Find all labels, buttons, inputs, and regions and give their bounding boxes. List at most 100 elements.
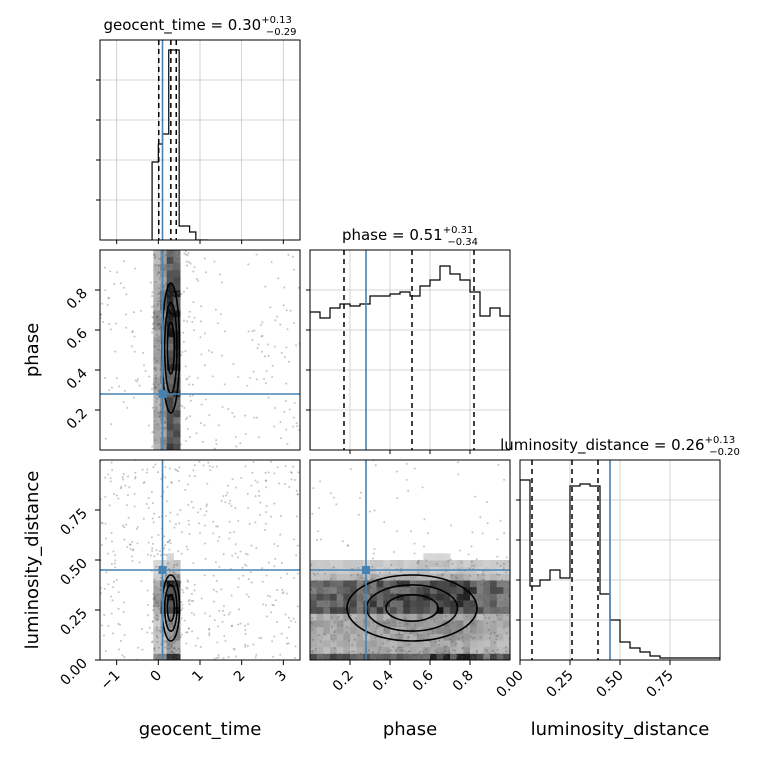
density-cell [403, 600, 411, 608]
truth-marker [158, 566, 167, 574]
density-cell [160, 350, 168, 358]
sample-point [186, 631, 189, 634]
density-cell [153, 593, 161, 601]
density-cell [483, 600, 491, 608]
sample-point [177, 291, 180, 294]
sample-point [155, 618, 158, 621]
sample-point [441, 573, 444, 576]
density-cell [316, 633, 324, 641]
sample-point [247, 263, 250, 266]
sample-point [215, 657, 218, 660]
density-cell [160, 270, 168, 278]
density-cell [436, 560, 444, 568]
density-cell [430, 653, 438, 660]
sample-point [188, 436, 191, 439]
y-tick-label: 0.8 [64, 286, 91, 313]
sample-point [496, 609, 499, 612]
sample-point [168, 375, 171, 378]
density-cell [153, 416, 161, 424]
density-cell [403, 593, 411, 601]
sample-point [279, 323, 282, 326]
sample-point [388, 571, 391, 574]
sample-point [177, 440, 180, 443]
density-cell [450, 593, 458, 601]
x-tick-label: 3 [273, 668, 291, 686]
sample-point [156, 322, 159, 325]
sample-point [151, 640, 154, 643]
sample-point [189, 399, 192, 402]
sample-point [456, 595, 459, 598]
sample-point [168, 280, 171, 283]
sample-point [415, 598, 418, 601]
sample-point [153, 322, 156, 325]
sample-point [357, 566, 360, 569]
density-cell [456, 640, 464, 648]
sample-point [407, 489, 410, 492]
sample-point [126, 406, 129, 409]
density-cell [403, 653, 411, 660]
sample-point [323, 572, 326, 575]
sample-point [332, 585, 335, 588]
sample-point [212, 600, 215, 603]
sample-point [289, 620, 292, 623]
sample-point [286, 328, 289, 331]
sample-point [176, 408, 179, 411]
density-cell [503, 613, 510, 621]
sample-point [286, 572, 289, 575]
sample-point [393, 578, 396, 581]
sample-point [348, 590, 351, 593]
sample-point [176, 563, 179, 566]
sample-point [212, 588, 215, 591]
sample-point [413, 634, 416, 637]
sample-point [151, 315, 154, 318]
sample-point [478, 580, 481, 583]
sample-point [264, 471, 267, 474]
sample-point [371, 577, 374, 580]
density-cell [160, 443, 168, 450]
sample-point [280, 351, 283, 354]
density-cell [463, 600, 471, 608]
sample-point [153, 390, 156, 393]
sample-point [454, 576, 457, 579]
sample-point [156, 304, 159, 307]
density-cell [160, 330, 168, 338]
density-cell [476, 573, 484, 581]
scatter-points [310, 460, 510, 660]
sample-point [229, 531, 232, 534]
sample-point [171, 603, 174, 606]
sample-point [481, 579, 484, 582]
sample-point [156, 629, 159, 632]
sample-point [265, 574, 268, 577]
density-cell [376, 626, 384, 634]
sample-point [443, 654, 446, 657]
density-cell [423, 633, 431, 641]
sample-point [178, 579, 181, 582]
sample-point [431, 591, 434, 594]
sample-point [475, 651, 478, 654]
sample-point [183, 252, 186, 255]
density-cell [436, 553, 444, 561]
sample-point [160, 554, 163, 557]
density-cell [343, 620, 351, 628]
sample-point [283, 356, 286, 359]
sample-point [297, 286, 300, 289]
sample-point [177, 582, 180, 585]
density-cell [423, 613, 431, 621]
sample-point [341, 607, 344, 610]
sample-point [185, 264, 188, 267]
sample-point [382, 642, 385, 645]
density-cell [160, 416, 168, 424]
density-cell [416, 573, 424, 581]
sample-point [203, 364, 206, 367]
sample-point [171, 352, 174, 355]
density-cell [166, 600, 174, 608]
sample-point [424, 608, 427, 611]
sample-point [391, 592, 394, 595]
sample-point [199, 645, 202, 648]
sample-point [172, 250, 175, 253]
sample-point [237, 520, 240, 523]
sample-point [443, 645, 446, 648]
sample-point [409, 632, 412, 635]
sample-point [261, 567, 264, 570]
density-cell [470, 586, 478, 594]
